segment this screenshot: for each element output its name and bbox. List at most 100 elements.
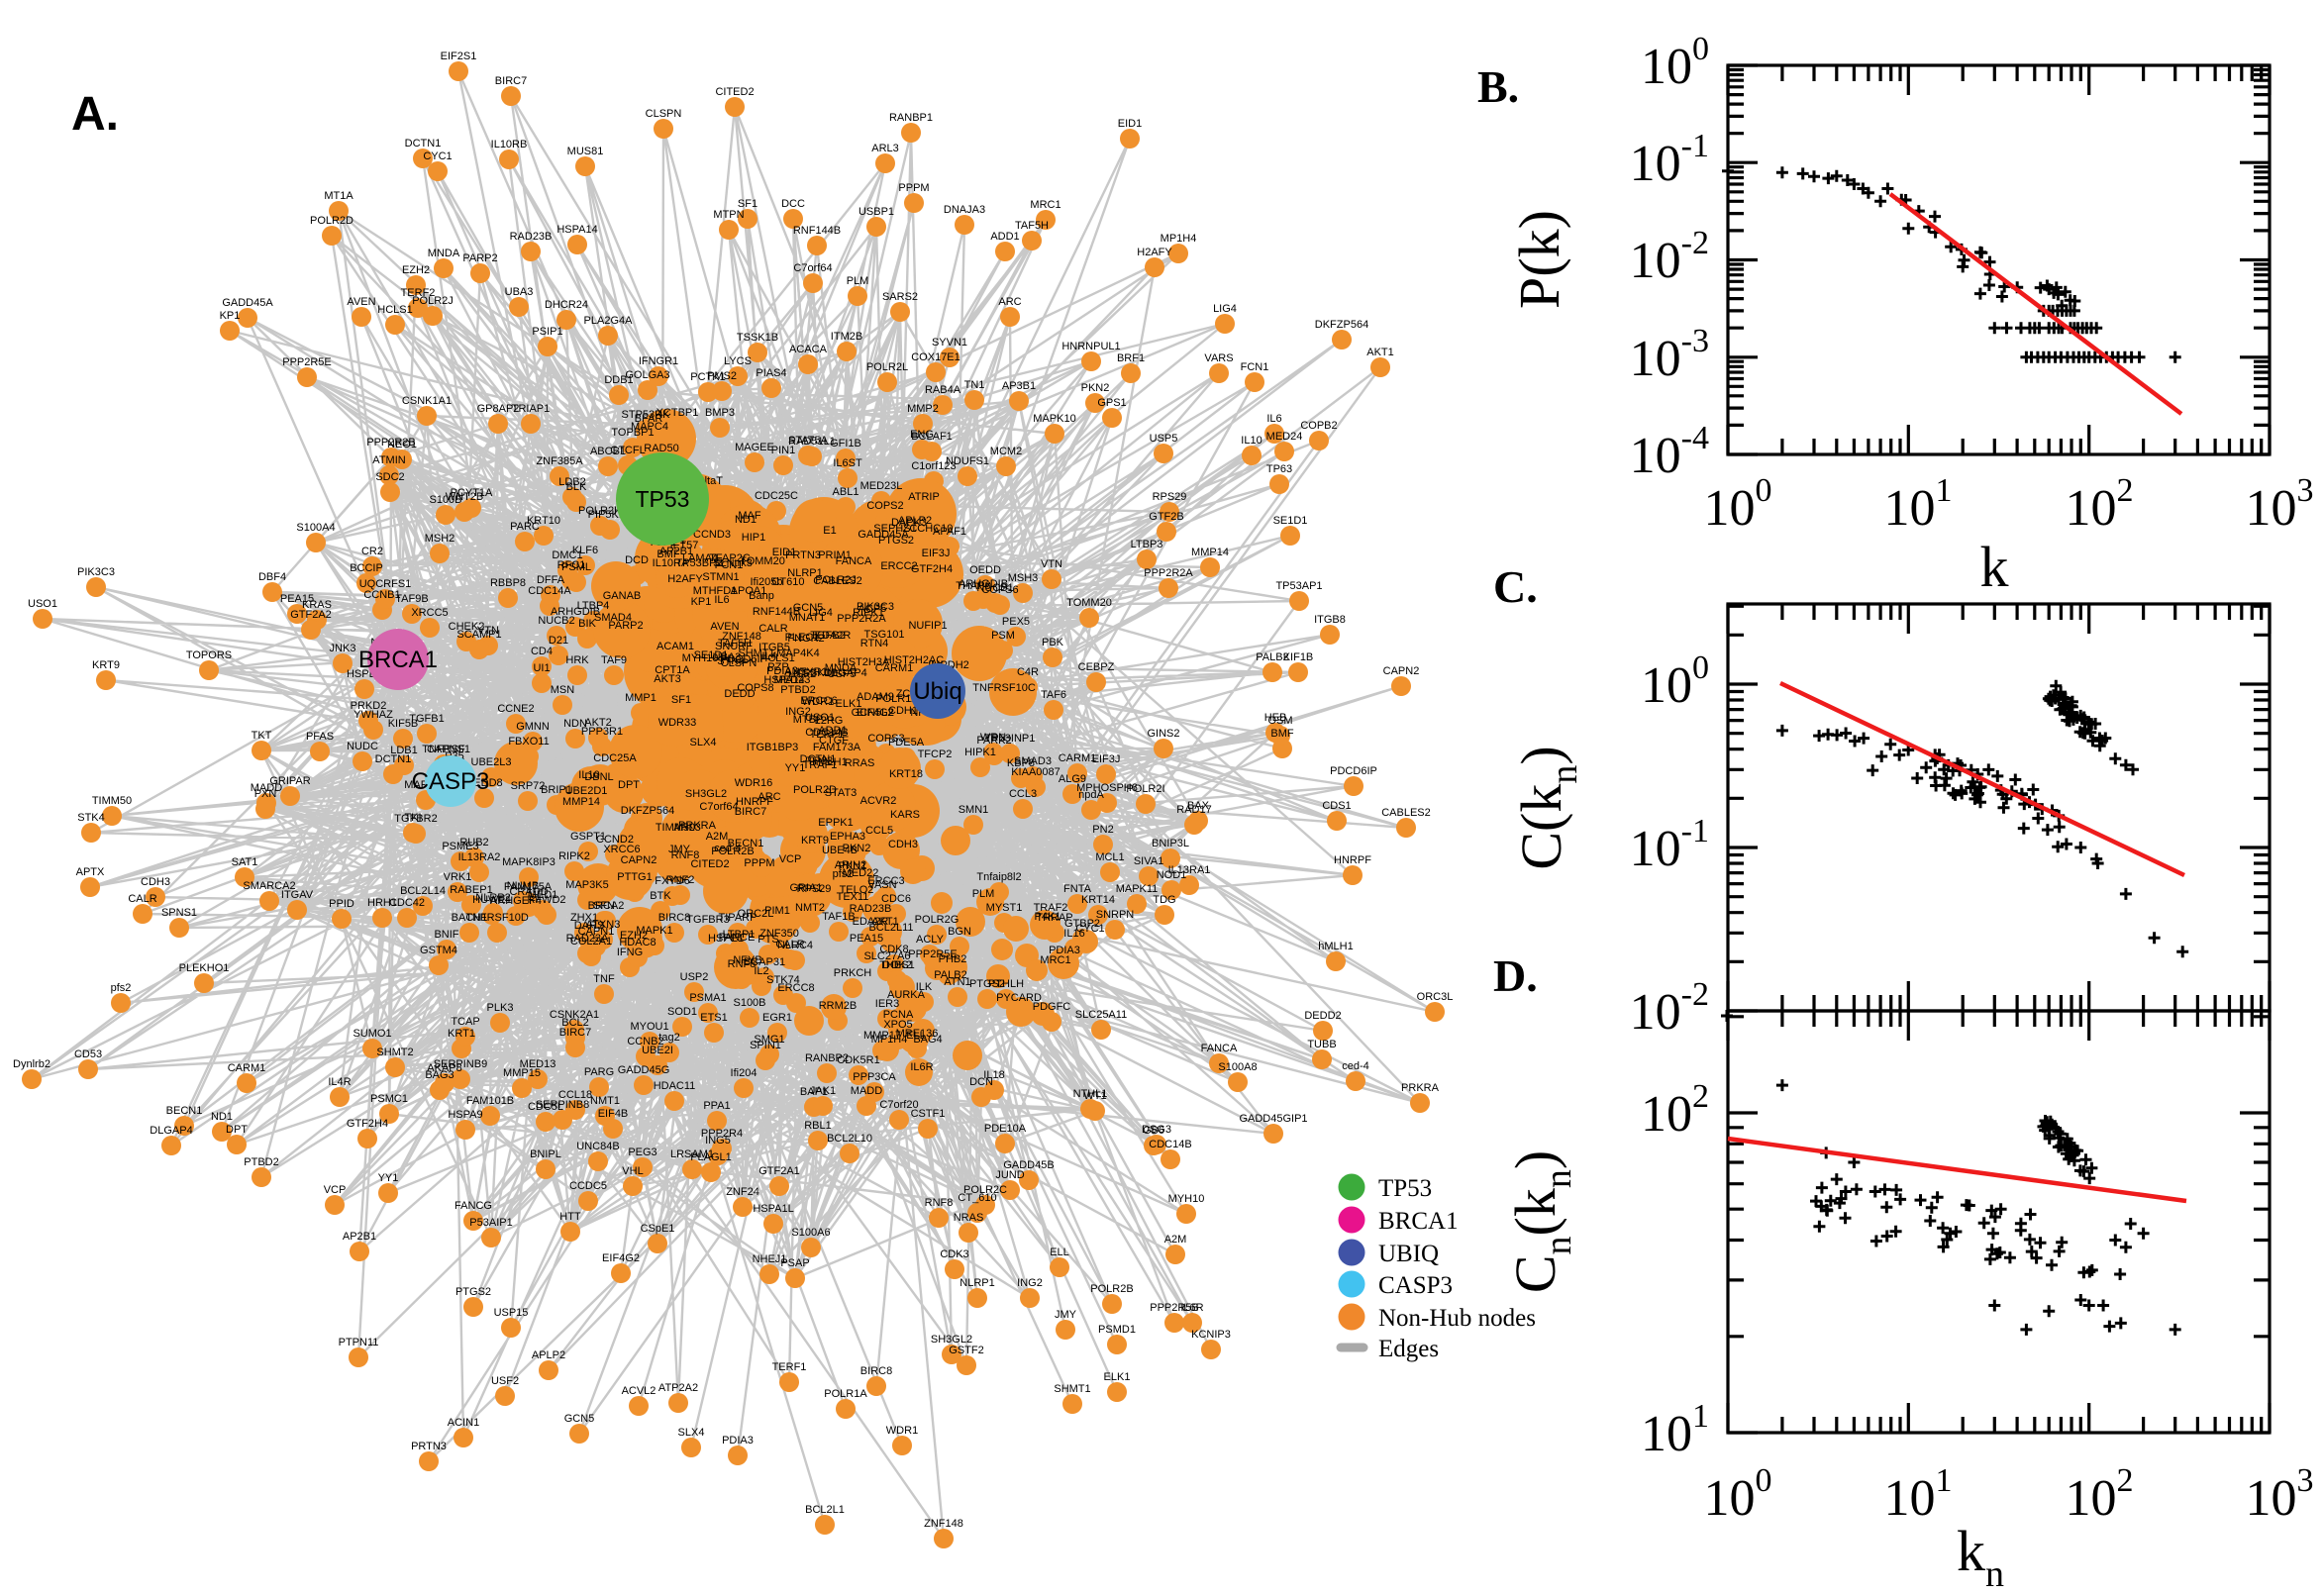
svg-text:WDR33: WDR33 xyxy=(658,717,697,729)
svg-text:HSPA9: HSPA9 xyxy=(448,1109,482,1121)
svg-text:STAT5A: STAT5A xyxy=(788,435,829,447)
svg-text:USF2: USF2 xyxy=(788,668,816,680)
svg-text:WNT2B: WNT2B xyxy=(446,491,484,503)
svg-text:TKT: TKT xyxy=(252,730,272,742)
svg-text:TOMM20: TOMM20 xyxy=(1066,597,1112,609)
svg-text:CDC5L: CDC5L xyxy=(528,1101,563,1113)
svg-text:EIF4B: EIF4B xyxy=(598,1108,629,1120)
svg-text:S100A8: S100A8 xyxy=(1218,1061,1257,1073)
svg-text:HIST2H3A: HIST2H3A xyxy=(838,656,890,668)
svg-text:SF1: SF1 xyxy=(671,694,691,706)
svg-text:HIPK1: HIPK1 xyxy=(964,747,996,758)
svg-text:CPT1A: CPT1A xyxy=(655,664,690,676)
svg-text:ACVR2: ACVR2 xyxy=(860,795,897,807)
svg-text:CTGF: CTGF xyxy=(819,735,849,747)
svg-text:HUWE1: HUWE1 xyxy=(472,894,512,906)
svg-text:TP53: TP53 xyxy=(1378,1175,1432,1202)
svg-text:B.: B. xyxy=(1477,61,1519,112)
svg-text:PPP2R5B: PPP2R5B xyxy=(1150,1302,1199,1314)
svg-text:PTGS2: PTGS2 xyxy=(878,535,914,547)
svg-text:ZNF148: ZNF148 xyxy=(924,1518,963,1530)
svg-text:k: k xyxy=(1980,535,2009,599)
svg-text:ATRIP: ATRIP xyxy=(908,491,940,503)
svg-text:KP1: KP1 xyxy=(220,310,241,322)
svg-text:H2AFY: H2AFY xyxy=(667,573,703,585)
svg-text:BRIP1: BRIP1 xyxy=(541,784,572,796)
svg-text:CARM1: CARM1 xyxy=(1059,752,1097,764)
svg-text:ARHGDIB: ARHGDIB xyxy=(959,578,1008,590)
svg-text:PIAS4: PIAS4 xyxy=(756,367,786,379)
svg-text:CALR: CALR xyxy=(128,893,156,905)
svg-text:HCLS1: HCLS1 xyxy=(759,652,794,664)
svg-text:ND1: ND1 xyxy=(211,1111,233,1123)
svg-text:TERF2: TERF2 xyxy=(401,287,436,299)
svg-text:ADAM9: ADAM9 xyxy=(857,691,894,703)
svg-text:KIF5B: KIF5B xyxy=(388,718,419,730)
svg-text:MYH10: MYH10 xyxy=(682,652,719,664)
svg-text:PIN1: PIN1 xyxy=(771,445,795,456)
svg-text:SOD1: SOD1 xyxy=(667,1006,697,1018)
svg-text:RNF8: RNF8 xyxy=(925,1197,954,1209)
svg-text:EDA2R: EDA2R xyxy=(815,630,852,642)
svg-text:ITGB1BP3: ITGB1BP3 xyxy=(747,742,799,753)
svg-text:SMN1: SMN1 xyxy=(959,804,989,816)
svg-text:MSH3: MSH3 xyxy=(1008,572,1039,584)
svg-text:ACP5: ACP5 xyxy=(858,603,887,615)
svg-text:BTK: BTK xyxy=(650,890,671,902)
svg-text:PMS2: PMS2 xyxy=(707,370,737,382)
svg-text:STK4: STK4 xyxy=(717,655,745,667)
svg-text:TOPORS: TOPORS xyxy=(186,649,232,661)
svg-text:CCND3: CCND3 xyxy=(693,529,731,541)
svg-text:TN1: TN1 xyxy=(964,379,985,391)
svg-text:FAM173A: FAM173A xyxy=(813,742,861,753)
svg-text:RNF144B: RNF144B xyxy=(793,225,841,237)
svg-text:VARS: VARS xyxy=(1204,352,1233,364)
svg-text:AKAP8: AKAP8 xyxy=(427,1062,461,1074)
svg-text:BIRC8: BIRC8 xyxy=(860,1365,892,1377)
svg-text:PSME3: PSME3 xyxy=(442,841,478,852)
svg-text:DDB1: DDB1 xyxy=(604,374,633,386)
svg-text:BACH1: BACH1 xyxy=(452,912,488,924)
svg-text:PIK3C3: PIK3C3 xyxy=(77,566,115,578)
svg-text:PPA1: PPA1 xyxy=(703,1100,730,1112)
svg-text:PALB2: PALB2 xyxy=(1256,651,1288,663)
svg-text:P(k): P(k) xyxy=(1507,210,1571,309)
svg-text:PSIP1: PSIP1 xyxy=(532,326,562,338)
svg-text:A2M: A2M xyxy=(706,831,729,843)
svg-text:CDC42: CDC42 xyxy=(389,897,425,909)
svg-text:VTN: VTN xyxy=(477,625,499,637)
svg-text:USO1: USO1 xyxy=(805,712,835,724)
svg-text:PCNA: PCNA xyxy=(883,1009,914,1021)
svg-text:Cn(kn): Cn(kn) xyxy=(1503,1150,1579,1293)
svg-text:ATP2A2: ATP2A2 xyxy=(658,1382,698,1394)
svg-text:RAD51L1: RAD51L1 xyxy=(788,436,836,448)
svg-text:PTBD2: PTBD2 xyxy=(780,684,815,696)
svg-text:PPP2R2A: PPP2R2A xyxy=(837,613,886,625)
svg-text:UBE2L3: UBE2L3 xyxy=(471,756,512,768)
svg-text:CAPNS1: CAPNS1 xyxy=(427,744,470,755)
svg-text:VHL: VHL xyxy=(622,1165,643,1177)
svg-text:TSSK1B: TSSK1B xyxy=(796,667,838,679)
svg-text:RNF8: RNF8 xyxy=(671,849,700,861)
svg-text:C1orf123: C1orf123 xyxy=(911,460,956,472)
svg-text:CARM1: CARM1 xyxy=(228,1062,266,1074)
svg-text:CSNK2A1: CSNK2A1 xyxy=(550,1009,599,1021)
svg-text:SARS2: SARS2 xyxy=(882,291,918,303)
svg-text:FANCA: FANCA xyxy=(836,555,872,567)
svg-text:DKFZP564: DKFZP564 xyxy=(621,805,674,817)
svg-text:OSM: OSM xyxy=(1267,715,1292,727)
svg-text:TRIAP1: TRIAP1 xyxy=(512,403,551,415)
svg-text:PTGS2: PTGS2 xyxy=(969,978,1005,990)
svg-text:PDIA3: PDIA3 xyxy=(722,1435,754,1446)
svg-text:ELK1: ELK1 xyxy=(1104,1371,1131,1383)
svg-text:PN2: PN2 xyxy=(1092,824,1113,836)
svg-text:IL4R: IL4R xyxy=(328,1076,351,1088)
svg-text:JNK3: JNK3 xyxy=(330,643,356,654)
svg-text:TAF1B: TAF1B xyxy=(822,911,855,923)
svg-text:ARL3: ARL3 xyxy=(871,143,899,154)
svg-text:GTF2H4: GTF2H4 xyxy=(911,563,953,575)
svg-text:VTN: VTN xyxy=(1041,558,1062,570)
svg-text:SH3GL2: SH3GL2 xyxy=(685,788,727,800)
svg-text:BIRC7: BIRC7 xyxy=(559,1027,591,1039)
svg-text:TNFRSF10D: TNFRSF10D xyxy=(465,912,529,924)
